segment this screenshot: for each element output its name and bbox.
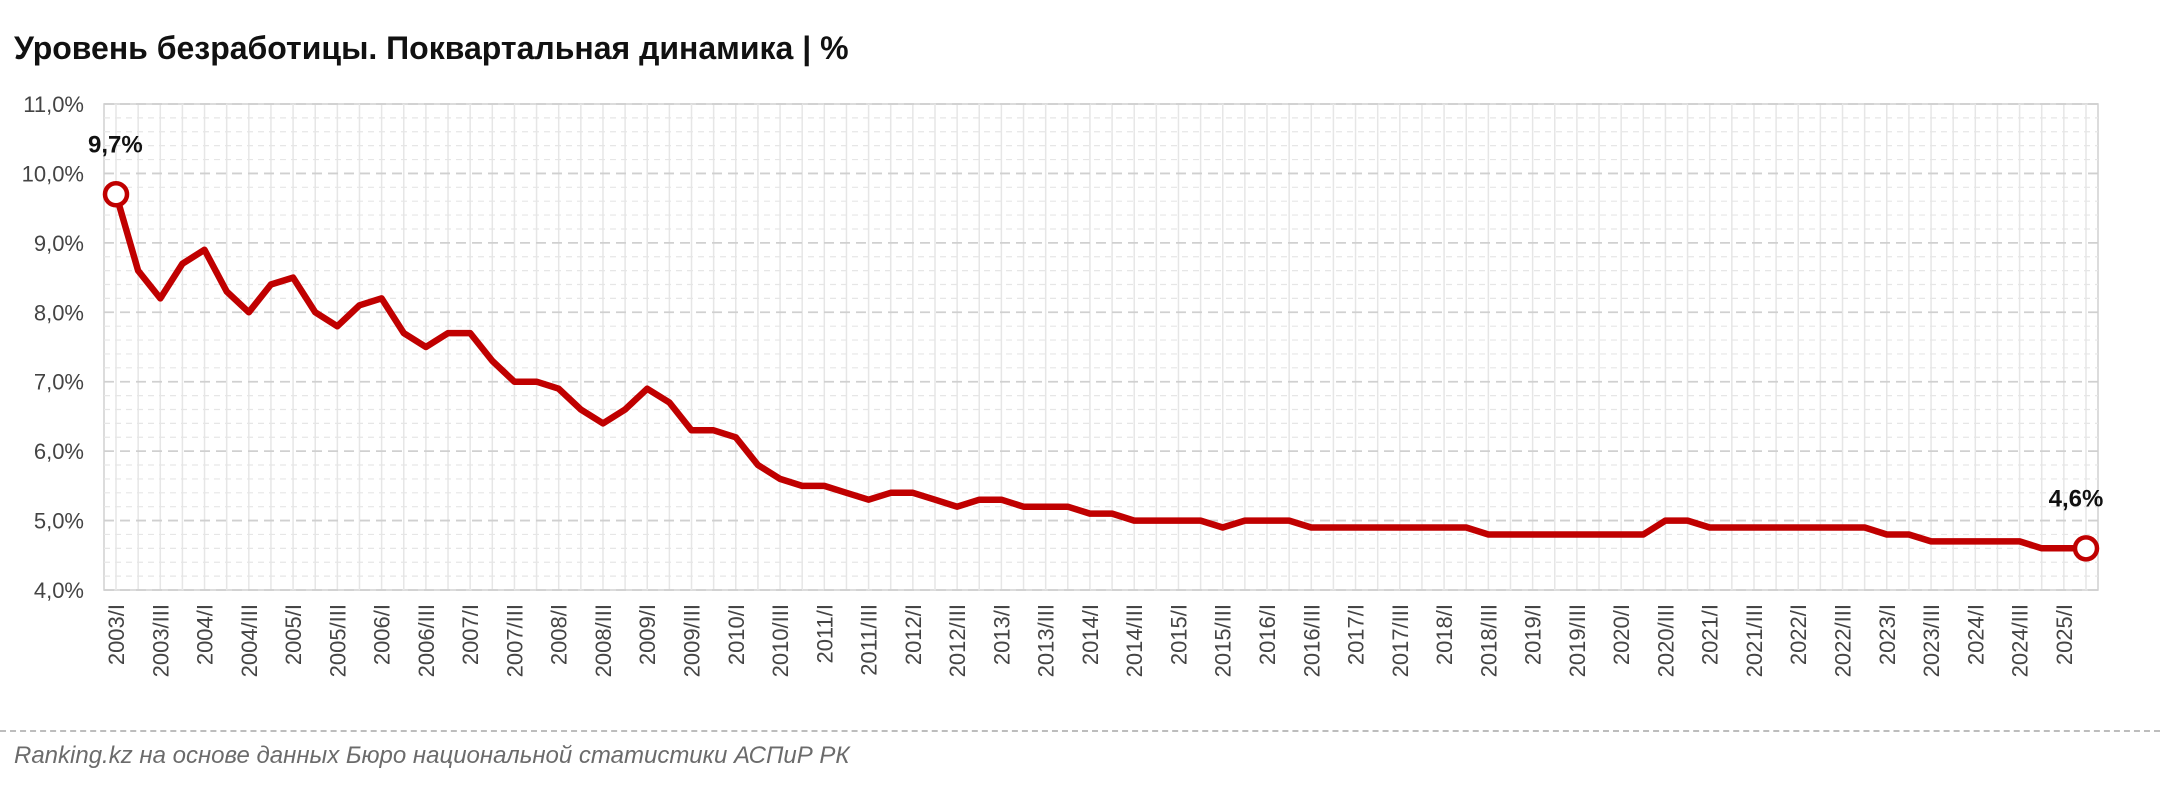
x-tick-label: 2016/III — [1299, 604, 1324, 677]
series-line — [112, 191, 2090, 552]
x-tick-label: 2011/I — [812, 604, 837, 664]
x-tick-label: 2025/I — [2052, 604, 2077, 665]
x-tick-label: 2021/I — [1698, 604, 1723, 665]
x-tick-label: 2013/III — [1034, 604, 1059, 677]
x-tick-label: 2024/I — [1963, 604, 1988, 665]
grid — [103, 103, 2099, 591]
x-tick-label: 2020/I — [1609, 604, 1634, 665]
y-tick-label: 9,0% — [34, 231, 84, 256]
footer-divider — [0, 730, 2160, 732]
x-tick-label: 2012/I — [901, 604, 926, 665]
data-point-marker — [102, 181, 130, 208]
x-tick-label: 2016/I — [1255, 604, 1280, 665]
x-tick-label: 2015/III — [1211, 604, 1236, 677]
x-tick-label: 2011/III — [857, 604, 882, 676]
x-tick-label: 2023/I — [1875, 604, 1900, 665]
y-tick-label: 7,0% — [34, 370, 84, 395]
x-tick-label: 2015/I — [1166, 604, 1191, 665]
x-tick-label: 2005/III — [325, 604, 350, 677]
x-tick-label: 2012/III — [945, 604, 970, 677]
x-tick-label: 2008/III — [591, 604, 616, 677]
x-tick-label: 2004/III — [237, 604, 262, 677]
data-labels: 9,7% 4,6% — [88, 131, 2104, 562]
x-tick-label: 2007/I — [458, 604, 483, 665]
y-tick-label: 4,0% — [34, 578, 84, 603]
x-tick-label: 2024/III — [2008, 604, 2033, 677]
data-point-marker — [2072, 535, 2100, 562]
x-tick-label: 2005/I — [281, 604, 306, 665]
x-tick-label: 2017/I — [1344, 604, 1369, 665]
y-tick-label: 11,0% — [23, 92, 84, 117]
x-tick-label: 2006/III — [414, 604, 439, 677]
x-tick-label: 2007/III — [502, 604, 527, 677]
x-tick-label: 2019/I — [1521, 604, 1546, 665]
y-axis-ticks: 4,0% 5,0% 6,0% 7,0% 8,0% 9,0% 10,0% 11,0% — [22, 92, 84, 603]
y-tick-label: 5,0% — [34, 509, 84, 534]
x-tick-label: 2003/I — [104, 604, 129, 665]
x-tick-label: 2010/I — [724, 604, 749, 665]
x-tick-label: 2022/III — [1831, 604, 1856, 677]
x-tick-label: 2003/III — [148, 604, 173, 677]
data-label: 4,6% — [2049, 485, 2104, 512]
unemployment-line-chart: 4,0% 5,0% 6,0% 7,0% 8,0% 9,0% 10,0% 11,0% 2003/… — [22, 92, 2104, 677]
x-tick-label: 2009/I — [635, 604, 660, 665]
x-tick-label: 2006/I — [370, 604, 395, 665]
series-line-layer — [112, 191, 2090, 552]
x-tick-label: 2014/I — [1078, 604, 1103, 665]
y-tick-label: 6,0% — [34, 439, 84, 464]
x-tick-label: 2023/III — [1919, 604, 1944, 677]
x-axis-ticks: 2003/I 2003/III 2004/I 2004/III 2005/I 2005/I… — [104, 604, 2077, 677]
x-tick-label: 2010/III — [768, 604, 793, 677]
x-tick-label: 2017/III — [1388, 604, 1413, 677]
source-note: Ranking.kz на основе данных Бюро национа… — [14, 742, 850, 769]
x-tick-label: 2004/I — [193, 604, 218, 665]
x-tick-label: 2014/III — [1122, 604, 1147, 677]
x-tick-label: 2009/III — [680, 604, 705, 677]
x-tick-label: 2018/III — [1476, 604, 1501, 677]
x-tick-label: 2019/III — [1565, 604, 1590, 677]
x-tick-label: 2013/I — [989, 604, 1014, 665]
y-tick-label: 8,0% — [34, 300, 84, 325]
y-tick-label: 10,0% — [22, 161, 84, 186]
x-tick-label: 2021/III — [1742, 604, 1767, 677]
x-tick-label: 2020/III — [1653, 604, 1678, 677]
chart-title: Уровень безработицы. Поквартальная динам… — [14, 30, 849, 66]
data-label: 9,7% — [88, 131, 143, 158]
x-tick-label: 2008/I — [547, 604, 572, 665]
x-tick-label: 2022/I — [1786, 604, 1811, 665]
x-tick-label: 2018/I — [1432, 604, 1457, 665]
